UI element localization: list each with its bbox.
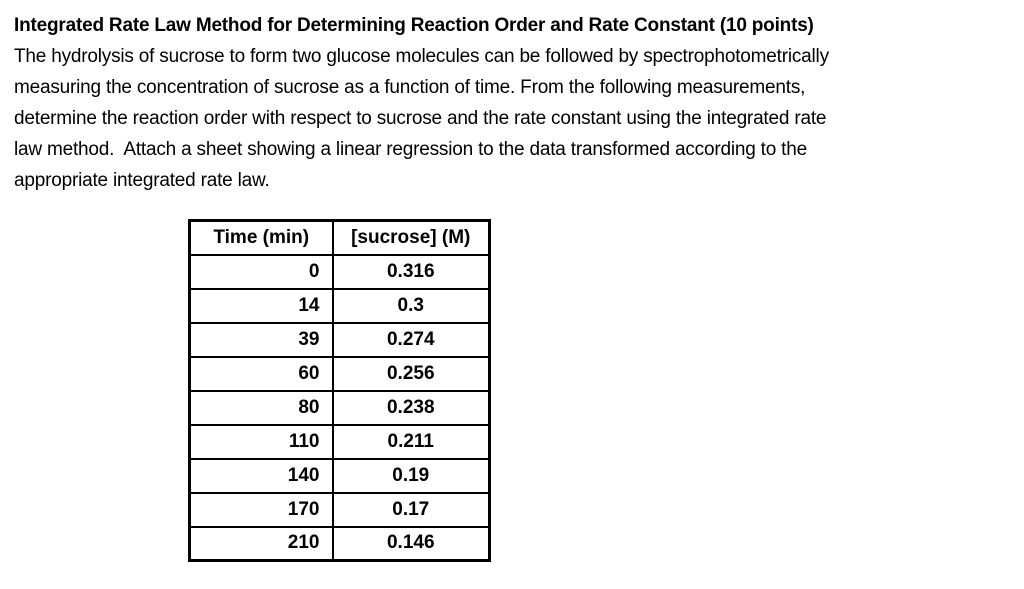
time-cell: 60: [188, 355, 334, 392]
concentration-cell: 0.316: [331, 253, 491, 290]
table-row: 210 0.146: [188, 525, 491, 562]
body-line: The hydrolysis of sucrose to form two gl…: [14, 46, 829, 67]
time-cell: 140: [188, 457, 334, 494]
concentration-cell: 0.19: [331, 457, 491, 494]
table-row: 60 0.256: [188, 355, 491, 392]
time-cell: 80: [188, 389, 334, 426]
time-cell: 14: [188, 287, 334, 324]
concentration-cell: 0.274: [331, 321, 491, 358]
table-row: 110 0.211: [188, 423, 491, 460]
time-cell: 0: [188, 253, 334, 290]
body-line: appropriate integrated rate law.: [14, 170, 270, 191]
column-header-time: Time (min): [188, 219, 334, 256]
concentration-cell: 0.211: [331, 423, 491, 460]
table-row: 14 0.3: [188, 287, 491, 324]
table-row: 39 0.274: [188, 321, 491, 358]
table-row: 80 0.238: [188, 389, 491, 426]
column-header-sucrose: [sucrose] (M): [331, 219, 491, 256]
assignment-description: The hydrolysis of sucrose to form two gl…: [14, 41, 1010, 196]
table-row: 170 0.17: [188, 491, 491, 528]
body-line: measuring the concentration of sucrose a…: [14, 77, 806, 98]
time-cell: 110: [188, 423, 334, 460]
concentration-cell: 0.3: [331, 287, 491, 324]
time-cell: 39: [188, 321, 334, 358]
table-row: 140 0.19: [188, 457, 491, 494]
assignment-title: Integrated Rate Law Method for Determini…: [14, 15, 814, 36]
table-header-row: Time (min) [sucrose] (M): [188, 219, 491, 256]
concentration-cell: 0.256: [331, 355, 491, 392]
body-line: determine the reaction order with respec…: [14, 108, 827, 129]
time-cell: 170: [188, 491, 334, 528]
time-cell: 210: [188, 525, 334, 562]
table-row: 0 0.316: [188, 253, 491, 290]
concentration-cell: 0.146: [331, 525, 491, 562]
data-table: Time (min) [sucrose] (M) 0 0.316 14 0.3 …: [188, 219, 491, 562]
body-line: law method. Attach a sheet showing a lin…: [14, 139, 807, 160]
concentration-cell: 0.17: [331, 491, 491, 528]
concentration-cell: 0.238: [331, 389, 491, 426]
